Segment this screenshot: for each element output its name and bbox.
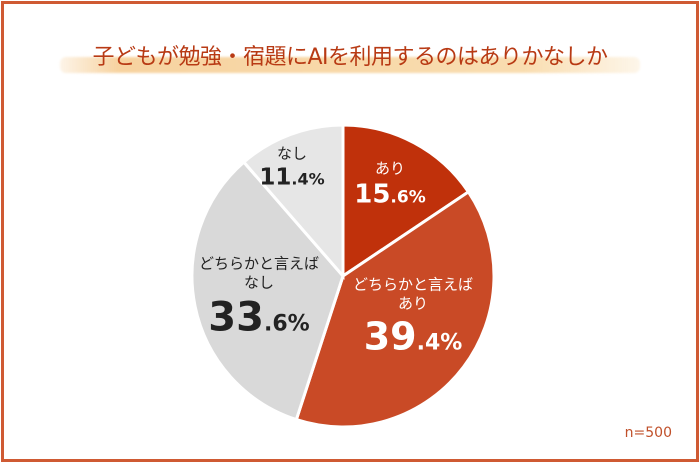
pie-slice [294,189,496,429]
slice-category: なし [276,144,308,163]
slice-label: どちらかと言えば なし 33.6% [199,254,319,342]
slice-category: あり [374,159,406,178]
pie-slice [190,159,345,422]
pie-slice [241,123,345,281]
sample-size-note: n=500 [624,425,672,441]
chart-title: 子どもが勉強・宿題にAIを利用するのはありかなしか [92,45,608,70]
slice-label: なし 11.4% [259,144,324,192]
title-highlight [60,57,640,73]
slice-label: どちらかと言えば あり 39.4% [353,276,473,361]
title-block: 子どもが勉強・宿題にAIを利用するのはありかなしか [60,37,640,77]
slice-label: あり 15.6% [354,159,426,210]
slice-category: どちらかと言えば あり [352,275,474,313]
slice-value: 15.6% [354,179,426,210]
slice-category: どちらかと言えば なし [198,254,320,291]
slice-value: 11.4% [259,164,325,190]
slice-value: 33.6% [208,293,310,340]
pie-slice [341,123,471,279]
slice-value: 39.4% [363,314,463,358]
